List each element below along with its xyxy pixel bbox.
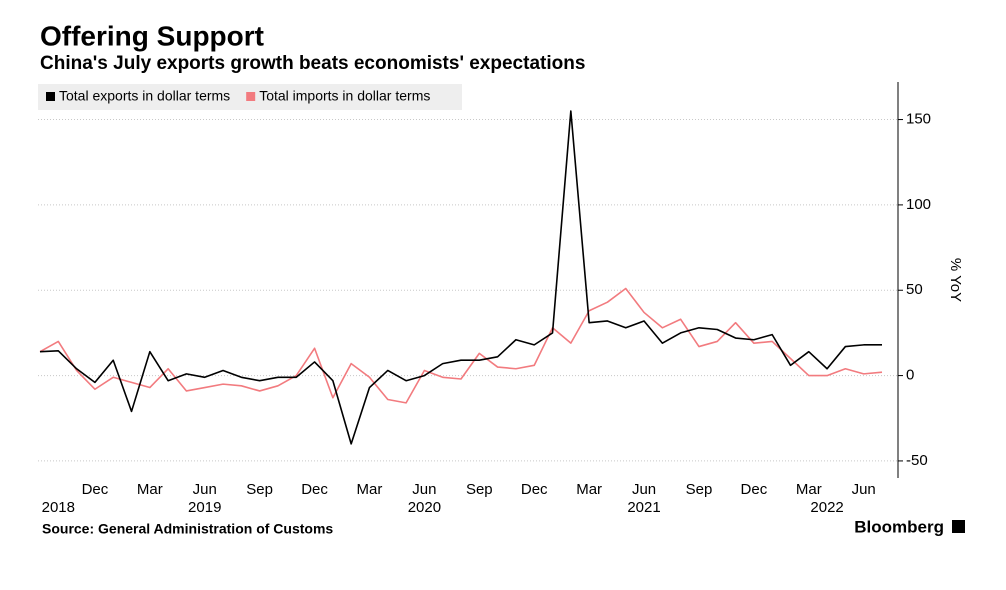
x-tick-label: Jun <box>193 481 217 498</box>
x-tick-label: Jun <box>412 481 436 498</box>
x-year-label: 2022 <box>810 499 843 516</box>
y-tick-label: 50 <box>906 281 923 298</box>
x-tick-label: Jun <box>852 481 876 498</box>
x-year-label: 2019 <box>188 499 221 516</box>
y-tick-label: -50 <box>906 452 928 469</box>
y-axis-label: % YoY <box>947 258 964 302</box>
brand: Bloomberg <box>854 517 944 536</box>
series-line <box>39 287 883 404</box>
chart-title: Offering Support <box>40 20 264 51</box>
y-tick-label: 0 <box>906 367 914 384</box>
x-tick-label: Dec <box>521 481 548 498</box>
x-tick-label: Mar <box>796 481 822 498</box>
legend-label: Total imports in dollar terms <box>259 88 430 104</box>
x-tick-label: Sep <box>466 481 493 498</box>
y-tick-label: 150 <box>906 111 931 128</box>
x-tick-label: Dec <box>741 481 768 498</box>
source: Source: General Administration of Custom… <box>42 521 333 537</box>
legend-swatch <box>46 92 55 101</box>
brand-icon <box>952 520 965 533</box>
x-tick-label: Sep <box>246 481 273 498</box>
legend-swatch <box>246 92 256 101</box>
x-tick-label: Mar <box>357 481 383 498</box>
x-year-label: 2018 <box>42 499 75 516</box>
x-tick-label: Mar <box>137 481 163 498</box>
x-tick-label: Dec <box>82 481 109 498</box>
x-tick-label: Mar <box>576 481 602 498</box>
x-tick-label: Jun <box>632 481 656 498</box>
legend-label: Total exports in dollar terms <box>59 88 230 104</box>
series-line <box>39 110 882 445</box>
y-tick-label: 100 <box>906 196 931 213</box>
x-year-label: 2021 <box>627 499 660 516</box>
x-year-label: 2020 <box>408 499 441 516</box>
chart-subtitle: China's July exports growth beats econom… <box>40 53 585 74</box>
x-tick-label: Dec <box>301 481 328 498</box>
x-tick-label: Sep <box>686 481 713 498</box>
